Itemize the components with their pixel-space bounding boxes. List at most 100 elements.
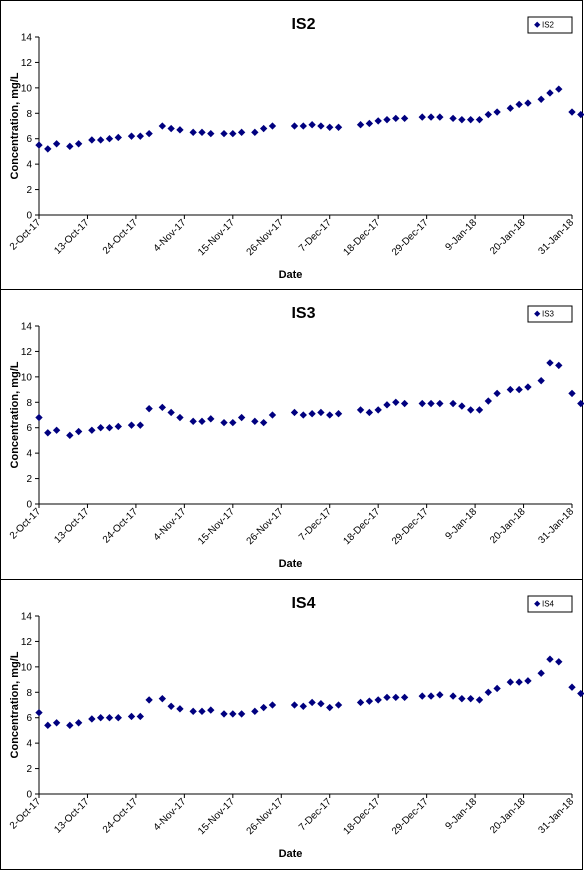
data-point (189, 128, 197, 137)
data-point (493, 684, 501, 693)
x-tick-label: 24-Oct-17 (101, 217, 141, 257)
data-point (418, 399, 426, 408)
data-point (458, 694, 466, 703)
data-point (189, 707, 197, 716)
data-point (176, 126, 184, 134)
data-point (145, 696, 153, 704)
data-point (537, 376, 545, 385)
data-point (374, 696, 382, 704)
x-tick-label: 13-Oct-17 (52, 796, 92, 836)
chart-title: IS2 (291, 16, 315, 33)
data-point (35, 141, 43, 149)
data-point (268, 701, 277, 709)
data-point (475, 696, 484, 704)
data-point (145, 129, 153, 138)
data-point (290, 408, 299, 417)
data-point (506, 385, 515, 394)
data-point (427, 399, 435, 408)
x-tick-label: 4-Nov-17 (152, 796, 189, 833)
data-point (52, 426, 61, 434)
data-point (334, 410, 343, 418)
data-point (467, 115, 475, 124)
data-point (136, 421, 144, 429)
data-point (251, 128, 259, 137)
data-point (356, 121, 365, 129)
data-point (568, 683, 576, 691)
x-tick-label: 7-Dec-17 (297, 796, 334, 833)
data-point (96, 136, 105, 144)
data-point (74, 719, 83, 727)
x-tick-label: 24-Oct-17 (101, 506, 141, 546)
y-tick-label: 6 (26, 423, 32, 434)
data-point (167, 408, 175, 417)
data-point (127, 421, 136, 429)
data-point (207, 706, 215, 714)
data-point (317, 122, 325, 130)
data-point (96, 714, 105, 722)
scatter-chart-is3: IS3 0 2 4 6 8 10 12 14 2-Oct-17 13-Oct-17 24-Oct-17… (8, 305, 584, 570)
x-tick-label: 2-Oct-17 (8, 506, 44, 542)
data-point (251, 707, 259, 716)
x-tick-label: 13-Oct-17 (52, 506, 92, 546)
data-point (484, 110, 492, 119)
data-point (493, 389, 501, 398)
x-tick-label: 29-Dec-17 (390, 217, 431, 258)
data-point (74, 427, 83, 436)
data-point (568, 108, 576, 116)
y-tick-label: 6 (26, 713, 32, 724)
x-tick-label: 18-Dec-17 (342, 217, 383, 258)
data-point (158, 403, 167, 412)
data-point (259, 418, 268, 427)
y-axis-label: Concentration, mg/L (9, 72, 21, 179)
data-point (136, 132, 144, 140)
data-point (158, 122, 167, 130)
data-point (176, 413, 184, 422)
data-point (66, 142, 74, 151)
data-point (546, 655, 554, 663)
data-point (237, 413, 246, 422)
y-tick-label: 10 (21, 372, 33, 383)
data-point (436, 399, 444, 408)
x-axis-label: Date (279, 269, 303, 281)
y-tick-label: 14 (21, 322, 33, 333)
x-tick-label: 9-Jan-18 (444, 796, 480, 832)
y-axis-label: Concentration, mg/L (9, 651, 21, 758)
data-point (326, 123, 334, 131)
data-point (114, 133, 122, 142)
x-tick-label: 31-Jan-18 (537, 506, 577, 546)
data-point (114, 422, 122, 431)
data-point (374, 406, 382, 414)
y-tick-label: 4 (26, 449, 32, 460)
x-tick-label: 13-Oct-17 (52, 217, 92, 257)
data-point (467, 406, 475, 414)
data-point (400, 114, 409, 123)
chart-title: IS3 (291, 305, 315, 322)
data-point (392, 693, 400, 702)
x-tick-label: 26-Nov-17 (245, 796, 286, 837)
data-point (44, 429, 52, 437)
scatter-chart-is4: IS4 0 2 4 6 8 10 12 14 2-Oct-17 13-Oct-17 24-Oct-17… (8, 595, 584, 860)
y-tick-label: 2 (26, 185, 32, 196)
data-point (290, 701, 299, 709)
data-point (308, 698, 316, 707)
y-tick-label: 8 (26, 398, 32, 409)
data-point (356, 406, 365, 414)
data-point (383, 693, 391, 702)
legend-box (527, 305, 573, 323)
y-tick-label: 12 (21, 347, 33, 358)
chart-panel-is4: IS4 0 2 4 6 8 10 12 14 2-Oct-17 13-Oct-17 24-Oct-17… (0, 580, 584, 870)
data-point (158, 694, 167, 703)
data-point (299, 411, 307, 419)
data-point (524, 99, 532, 107)
chart-panel-is2: IS2 0 2 4 6 8 10 12 14 2-Oct-17 13-Oct-17 24-Oct-17… (0, 0, 584, 290)
x-tick-label: 18-Dec-17 (342, 506, 383, 547)
legend-label: IS3 (542, 310, 555, 319)
data-point (555, 658, 563, 666)
data-point (537, 95, 545, 103)
y-tick-label: 8 (26, 688, 32, 699)
data-point (334, 701, 343, 709)
data-point (88, 426, 96, 434)
data-point (449, 114, 457, 123)
data-point (475, 115, 484, 124)
data-point (145, 404, 153, 413)
